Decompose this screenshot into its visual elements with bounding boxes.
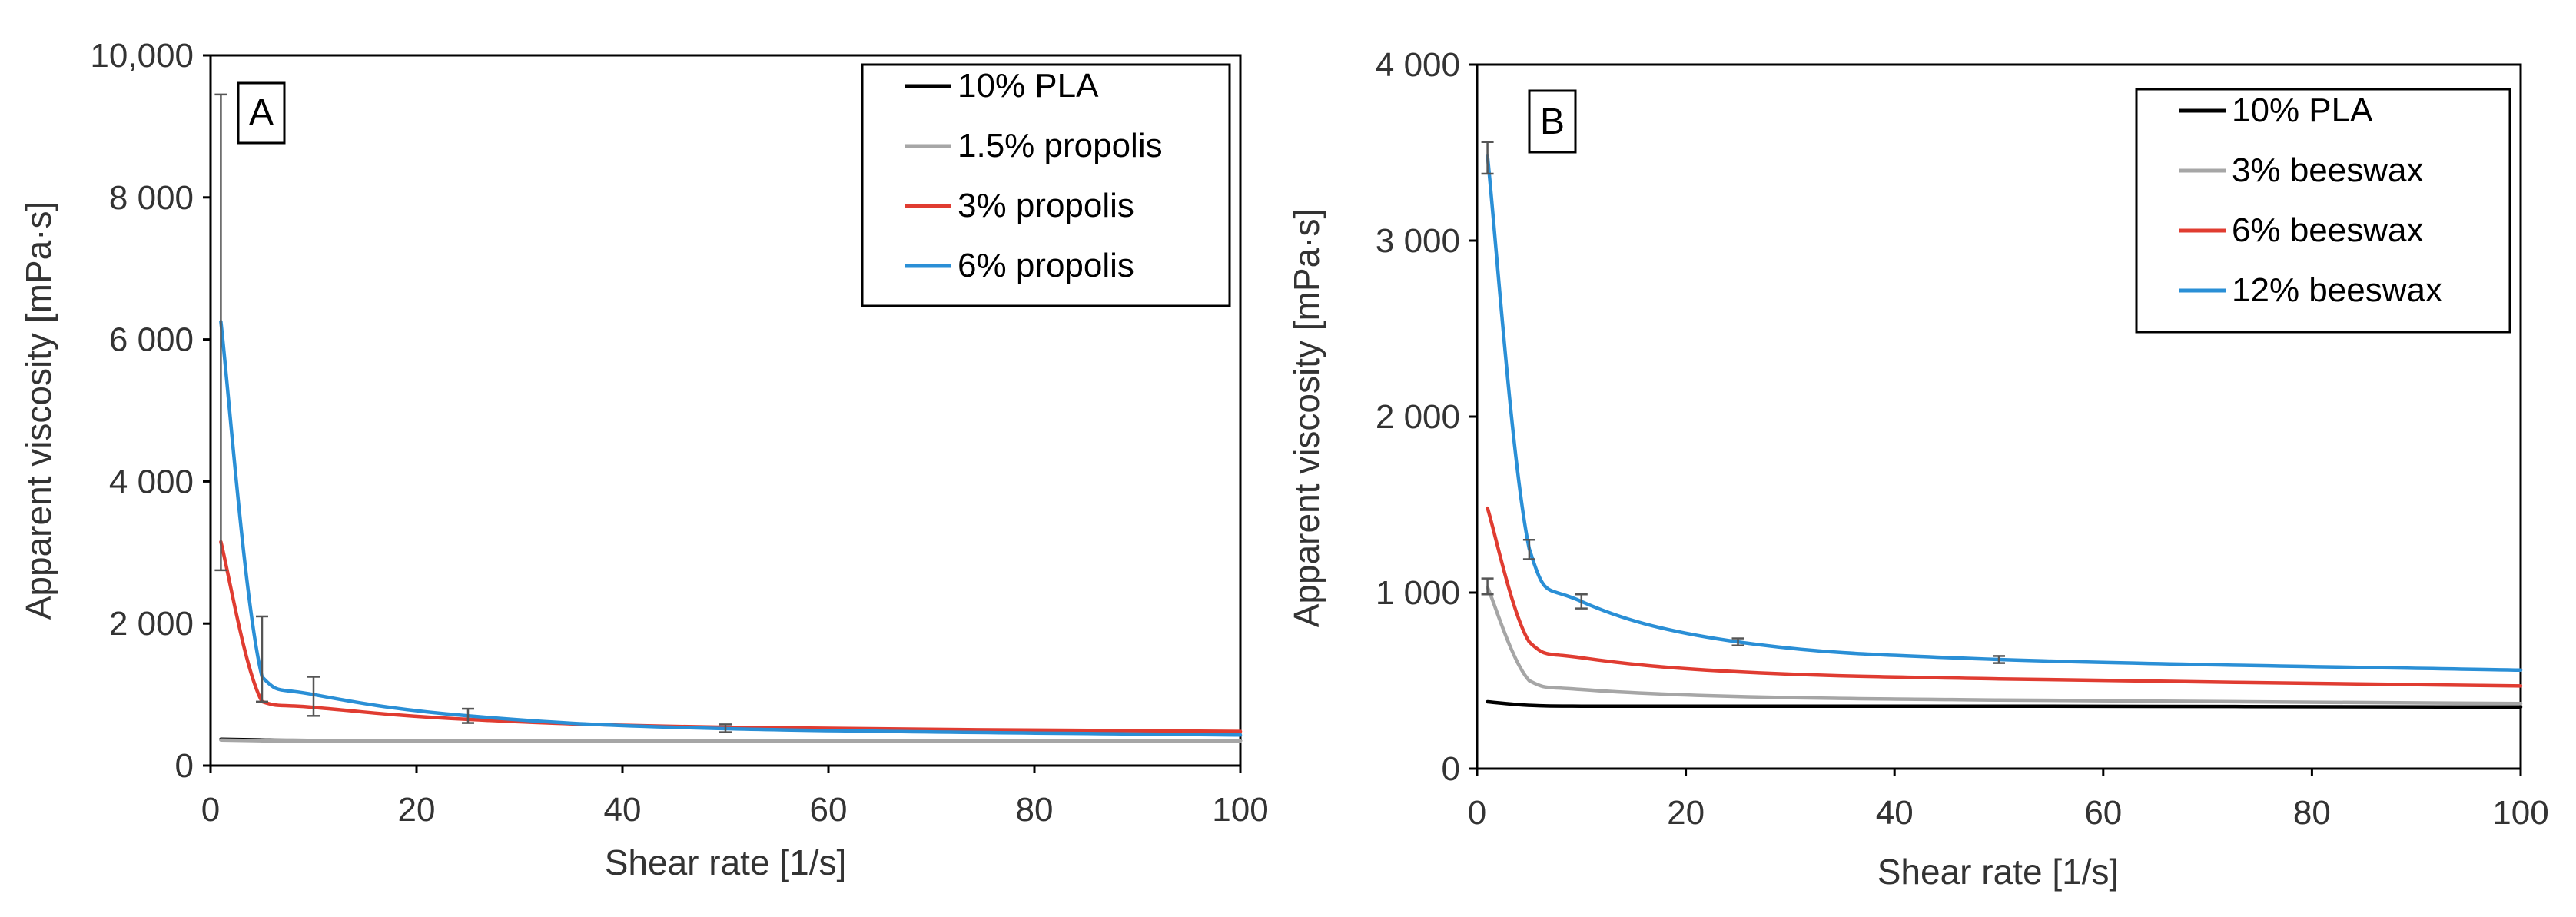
x-tick-label: 0 xyxy=(1468,794,1486,832)
error-bar xyxy=(1575,593,1588,610)
error-bars-a xyxy=(214,93,732,733)
x-tick-label: 60 xyxy=(810,791,848,829)
x-tick-label: 100 xyxy=(2492,794,2548,832)
error-bar xyxy=(1481,141,1494,175)
series-b xyxy=(1486,154,2523,709)
panel-letter-box-b xyxy=(1528,89,1577,154)
y-tick-label: 10,000 xyxy=(90,37,194,75)
error-bar xyxy=(1731,637,1744,646)
plot-area-a xyxy=(209,54,1242,767)
panel-b: 0 1 000 2 000 3 000 4 000 0 20 40 60 80 100 B She… xyxy=(1286,46,2549,892)
x-tick-label: 80 xyxy=(2293,794,2331,832)
x-tick-label: 0 xyxy=(201,791,220,829)
y-tick-label: 2 000 xyxy=(1376,398,1460,436)
y-tick-label: 8 000 xyxy=(109,179,194,217)
y-tick-label: 1 000 xyxy=(1376,574,1460,612)
x-tick-label: 80 xyxy=(1016,791,1054,829)
x-tick-label: 40 xyxy=(604,791,642,829)
series-line xyxy=(219,738,1243,743)
error-bar xyxy=(719,723,732,733)
y-axis-label-b: Apparent viscosity [mPa·s] xyxy=(1286,209,1326,628)
y-axis-a: 0 2 000 4 000 6 000 8 000 10,000 xyxy=(90,37,211,785)
x-tick-label: 20 xyxy=(1667,794,1705,832)
legend-label: 12% beeswax xyxy=(2232,271,2442,309)
y-tick-label: 2 000 xyxy=(109,605,194,643)
series-line xyxy=(1486,506,2523,688)
legend-label: 3% propolis xyxy=(958,187,1134,224)
x-axis-a: 0 20 40 60 80 100 xyxy=(201,766,1269,829)
legend-label: 10% PLA xyxy=(958,67,1099,105)
legend-label: 6% propolis xyxy=(958,247,1134,284)
y-tick-label: 4 000 xyxy=(109,463,194,500)
x-tick-label: 20 xyxy=(398,791,436,829)
x-axis-b: 0 20 40 60 80 100 xyxy=(1468,769,2549,832)
series-line xyxy=(219,320,1243,737)
error-bar xyxy=(462,707,474,724)
legend-item: 3% propolis xyxy=(905,187,1134,224)
error-bar xyxy=(256,615,268,703)
series-line xyxy=(219,540,1243,733)
y-tick-label: 0 xyxy=(1442,750,1460,788)
x-axis-label-a: Shear rate [1/s] xyxy=(605,842,847,882)
x-tick-label: 60 xyxy=(2084,794,2122,832)
error-bar xyxy=(214,93,227,572)
panel-a: 0 2 000 4 000 6 000 8 000 10,000 0 20 40 60 80 100… xyxy=(18,37,1269,882)
series-line xyxy=(1486,585,2523,706)
series-line xyxy=(1486,154,2523,673)
y-tick-label: 6 000 xyxy=(109,321,194,359)
panel-letter-box-a xyxy=(237,81,286,145)
legend-item: 12% beeswax xyxy=(2179,271,2442,309)
legend-b: 10% PLA 3% beeswax 6% beeswax 12% beeswax xyxy=(2135,88,2511,334)
x-axis-label-b: Shear rate [1/s] xyxy=(1877,852,2120,892)
legend-item: 1.5% propolis xyxy=(905,127,1163,164)
x-tick-label: 40 xyxy=(1876,794,1914,832)
legend-item: 3% beeswax xyxy=(2179,151,2423,189)
y-tick-label: 4 000 xyxy=(1376,46,1460,84)
error-bar xyxy=(1993,655,2005,664)
legend-label: 1.5% propolis xyxy=(958,127,1163,164)
legend-label: 3% beeswax xyxy=(2232,151,2423,189)
error-bar xyxy=(1522,539,1535,560)
legend-item: 10% PLA xyxy=(2179,91,2373,129)
series-line xyxy=(1486,699,2523,709)
series-a xyxy=(219,320,1243,743)
legend-label: 6% beeswax xyxy=(2232,211,2423,249)
y-axis-label-a: Apparent viscosity [mPa·s] xyxy=(18,201,58,620)
panel-letter-b: B xyxy=(1540,101,1565,142)
error-bars-b xyxy=(1481,141,2005,664)
y-tick-label: 3 000 xyxy=(1376,222,1460,260)
legend-item: 6% propolis xyxy=(905,247,1134,284)
legend-a: 10% PLA 1.5% propolis 3% propolis 6% propol… xyxy=(861,63,1231,307)
legend-item: 10% PLA xyxy=(905,67,1099,105)
y-axis-b: 0 1 000 2 000 3 000 4 000 xyxy=(1376,46,1477,788)
error-bar xyxy=(1481,577,1494,596)
legend-label: 10% PLA xyxy=(2232,91,2373,129)
x-tick-label: 100 xyxy=(1212,791,1268,829)
legend-item: 6% beeswax xyxy=(2179,211,2423,249)
error-bar xyxy=(307,676,320,717)
y-tick-label: 0 xyxy=(175,747,194,785)
panel-letter-a: A xyxy=(249,92,274,133)
